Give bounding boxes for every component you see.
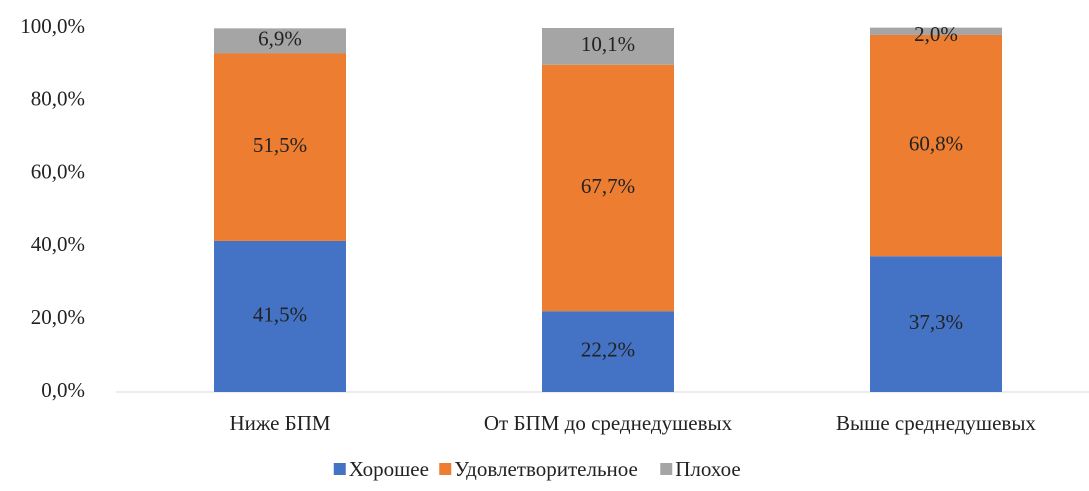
bar-segment	[870, 256, 1002, 392]
data-label: 67,7%	[581, 174, 635, 198]
data-label: 6,9%	[258, 27, 302, 51]
y-tick-label: 40,0%	[31, 232, 85, 256]
data-label: 51,5%	[253, 133, 307, 157]
legend-label: Хорошее	[349, 457, 429, 481]
bar-segment	[214, 53, 346, 241]
bar-segment	[870, 34, 1002, 257]
x-tick-label: Выше среднедушевых	[836, 411, 1036, 435]
bar-segment	[542, 28, 674, 65]
y-tick-label: 60,0%	[31, 159, 85, 183]
x-tick-label: Ниже БПМ	[229, 411, 330, 435]
legend-swatch	[660, 463, 673, 475]
legend-label: Плохое	[675, 457, 740, 481]
data-label: 22,2%	[581, 337, 635, 361]
legend-swatch	[333, 463, 346, 475]
x-tick-label: От БПМ до среднедушевых	[484, 411, 733, 435]
legend-swatch	[439, 463, 452, 475]
y-tick-label: 100,0%	[20, 14, 85, 38]
data-label: 60,8%	[909, 131, 963, 155]
bar-segment	[870, 27, 1002, 35]
legend-label: Удовлетворительное	[454, 457, 638, 481]
y-tick-label: 80,0%	[31, 87, 85, 111]
bar-segment	[214, 240, 346, 392]
bar-segment	[214, 28, 346, 54]
data-label: 37,3%	[909, 310, 963, 334]
data-label: 41,5%	[253, 302, 307, 326]
y-tick-label: 20,0%	[31, 305, 85, 329]
y-tick-label: 0,0%	[41, 378, 85, 402]
data-label: 2,0%	[914, 22, 958, 46]
bar-segment	[542, 64, 674, 312]
bar-segment	[542, 311, 674, 392]
data-label: 10,1%	[581, 32, 635, 56]
